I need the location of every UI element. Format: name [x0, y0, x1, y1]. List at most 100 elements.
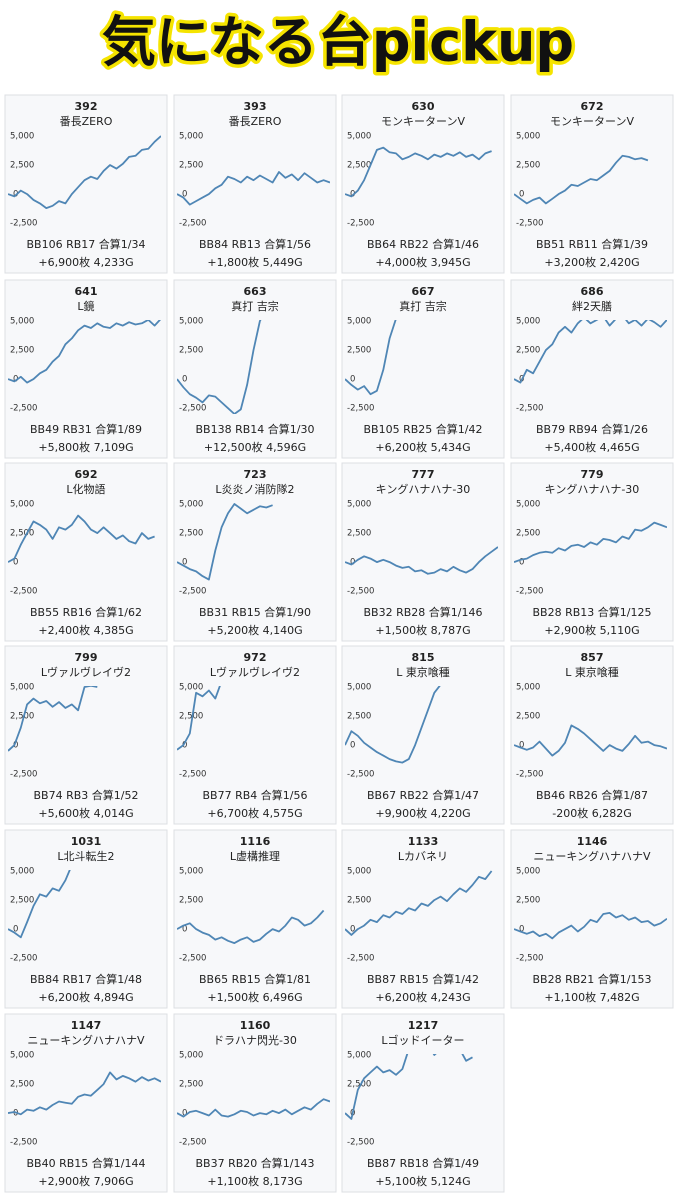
y-tick-label: 0 [182, 190, 187, 200]
stats-line: +6,200枚 4,243G [375, 990, 470, 1004]
machine-name: 番長ZERO [60, 115, 113, 128]
stats-line: BB37 RB20 合算1/143 [196, 1156, 315, 1170]
machine-name: ニューキングハナハナV [27, 1033, 145, 1047]
stats-line: +1,100枚 7,482G [544, 990, 639, 1004]
data-line [345, 1054, 473, 1120]
card-bg [4, 94, 168, 274]
data-line [8, 1071, 161, 1116]
y-tick-label: 0 [519, 741, 524, 751]
machine-name: L炎炎ノ消防隊2 [215, 482, 294, 496]
y-tick-label: 0 [182, 925, 187, 935]
y-tick-label: 2,500 [10, 1080, 34, 1090]
y-tick-label: -2,500 [516, 219, 543, 229]
y-tick-label: 2,500 [516, 346, 540, 356]
stats-line: +5,800枚 7,109G [38, 440, 133, 454]
card-bg [510, 94, 674, 274]
y-tick-label: -2,500 [347, 954, 374, 964]
y-tick-label: 5,000 [179, 683, 203, 693]
y-tick-label: -2,500 [347, 587, 374, 597]
data-line [345, 146, 492, 198]
y-tick-label: 2,500 [347, 346, 371, 356]
stats-line: BB77 RB4 合算1/56 [203, 788, 308, 802]
stats-line: BB79 RB94 合算1/26 [536, 422, 648, 436]
y-tick-label: 2,500 [179, 529, 203, 539]
y-tick-label: -2,500 [516, 770, 543, 780]
card-bg [173, 94, 337, 274]
chart-card: 393 番長ZERO -2,500 0 2,500 5,000 BB84 RB13 合算1/… [173, 94, 337, 274]
data-line [514, 724, 667, 757]
stats-line: +1,800枚 5,449G [207, 255, 302, 269]
y-tick-label: 5,000 [347, 1051, 371, 1061]
y-tick-label: 0 [350, 741, 355, 751]
y-tick-label: 0 [13, 1109, 18, 1119]
machine-number: 1146 [577, 835, 608, 848]
card-bg [341, 645, 505, 825]
y-tick-label: 0 [182, 1109, 187, 1119]
y-tick-label: 5,000 [347, 132, 371, 142]
page-title: 気になる台pickup [102, 11, 574, 74]
y-tick-label: 2,500 [347, 896, 371, 906]
stats-line: BB55 RB16 合算1/62 [30, 605, 142, 619]
y-tick-label: 0 [519, 925, 524, 935]
y-tick-label: 2,500 [347, 161, 371, 171]
stats-line: BB84 RB13 合算1/56 [199, 237, 311, 251]
card-bg [173, 462, 337, 642]
stats-line: +6,200枚 4,894G [38, 990, 133, 1004]
machine-number: 692 [75, 468, 98, 481]
y-tick-label: 5,000 [347, 867, 371, 877]
stats-line: BB67 RB22 合算1/47 [367, 788, 479, 802]
machine-number: 1116 [240, 835, 271, 848]
machine-number: 1160 [240, 1019, 271, 1032]
y-tick-label: 5,000 [179, 317, 203, 327]
y-tick-label: -2,500 [516, 954, 543, 964]
card-bg [341, 94, 505, 274]
stats-line: +5,200枚 4,140G [207, 623, 302, 637]
card-bg [341, 462, 505, 642]
y-tick-label: 2,500 [10, 346, 34, 356]
stats-line: BB40 RB15 合算1/144 [27, 1156, 146, 1170]
card-bg [173, 279, 337, 459]
data-line [345, 686, 441, 764]
y-tick-label: 5,000 [516, 867, 540, 877]
stats-line: +1,500枚 6,496G [207, 990, 302, 1004]
y-tick-label: 5,000 [516, 132, 540, 142]
data-line [514, 912, 667, 940]
y-tick-label: 5,000 [10, 317, 34, 327]
y-tick-label: -2,500 [179, 954, 206, 964]
chart-card: 1133 Lカバネリ -2,500 0 2,500 5,000 BB87 RB15 合算1/… [341, 829, 505, 1009]
y-tick-label: -2,500 [347, 219, 374, 229]
card-bg [4, 279, 168, 459]
y-tick-label: -2,500 [347, 770, 374, 780]
machine-number: 857 [581, 651, 604, 664]
stats-line: +2,400枚 4,385G [38, 623, 133, 637]
y-tick-label: 5,000 [10, 683, 34, 693]
stats-line: BB74 RB3 合算1/52 [34, 788, 139, 802]
machine-number: 972 [244, 651, 267, 664]
machine-name: 絆2天膳 [572, 299, 612, 313]
card-bg [4, 829, 168, 1009]
machine-name: 真打 吉宗 [231, 299, 279, 313]
card-bg [510, 279, 674, 459]
machine-name: L 東京喰種 [565, 665, 619, 679]
machine-number: 777 [412, 468, 435, 481]
data-line [345, 870, 493, 936]
stats-line: BB31 RB15 合算1/90 [199, 605, 311, 619]
stats-line: +5,100枚 5,124G [375, 1174, 470, 1188]
stats-line: +6,700枚 4,575G [207, 806, 302, 820]
card-bg [4, 1013, 168, 1193]
y-tick-label: 0 [13, 925, 18, 935]
stats-line: BB64 RB22 合算1/46 [367, 237, 479, 251]
card-bg [4, 645, 168, 825]
y-tick-label: -2,500 [179, 404, 206, 414]
data-line [177, 503, 273, 581]
